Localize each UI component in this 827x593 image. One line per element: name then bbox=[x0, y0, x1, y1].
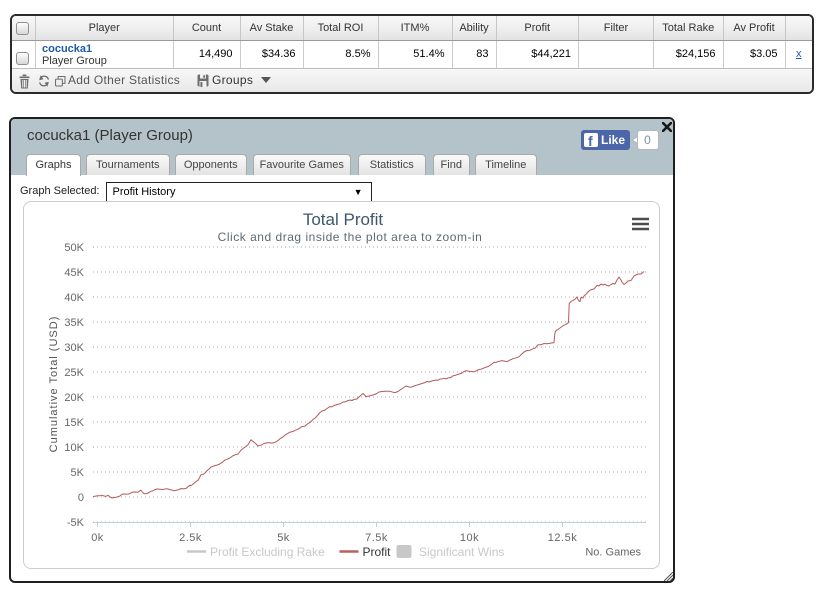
svg-text:Total Profit: Total Profit bbox=[303, 210, 384, 229]
svg-text:Profit: Profit bbox=[363, 545, 392, 559]
svg-text:35K: 35K bbox=[64, 317, 84, 329]
svg-text:20K: 20K bbox=[64, 392, 84, 404]
svg-text:10k: 10k bbox=[460, 532, 479, 544]
svg-text:15K: 15K bbox=[64, 417, 84, 429]
svg-text:No. Games: No. Games bbox=[585, 547, 641, 559]
svg-text:30K: 30K bbox=[64, 342, 84, 354]
svg-text:-5K: -5K bbox=[67, 517, 85, 529]
svg-text:0k: 0k bbox=[91, 532, 104, 544]
svg-text:Profit Excluding Rake: Profit Excluding Rake bbox=[210, 545, 325, 559]
svg-text:12.5k: 12.5k bbox=[548, 532, 577, 544]
svg-text:50K: 50K bbox=[64, 242, 84, 254]
svg-text:Significant Wins: Significant Wins bbox=[419, 545, 504, 559]
svg-text:10K: 10K bbox=[64, 442, 84, 454]
svg-text:0: 0 bbox=[78, 492, 84, 504]
svg-text:5k: 5k bbox=[277, 532, 290, 544]
svg-text:40K: 40K bbox=[64, 292, 84, 304]
svg-text:2.5k: 2.5k bbox=[179, 532, 202, 544]
svg-text:7.5k: 7.5k bbox=[365, 532, 388, 544]
svg-text:Click and drag inside the plot: Click and drag inside the plot area to z… bbox=[218, 230, 483, 244]
svg-text:Cumulative Total (USD): Cumulative Total (USD) bbox=[48, 316, 60, 453]
svg-text:45K: 45K bbox=[64, 267, 84, 279]
svg-text:5K: 5K bbox=[71, 467, 85, 479]
svg-text:25K: 25K bbox=[64, 367, 84, 379]
